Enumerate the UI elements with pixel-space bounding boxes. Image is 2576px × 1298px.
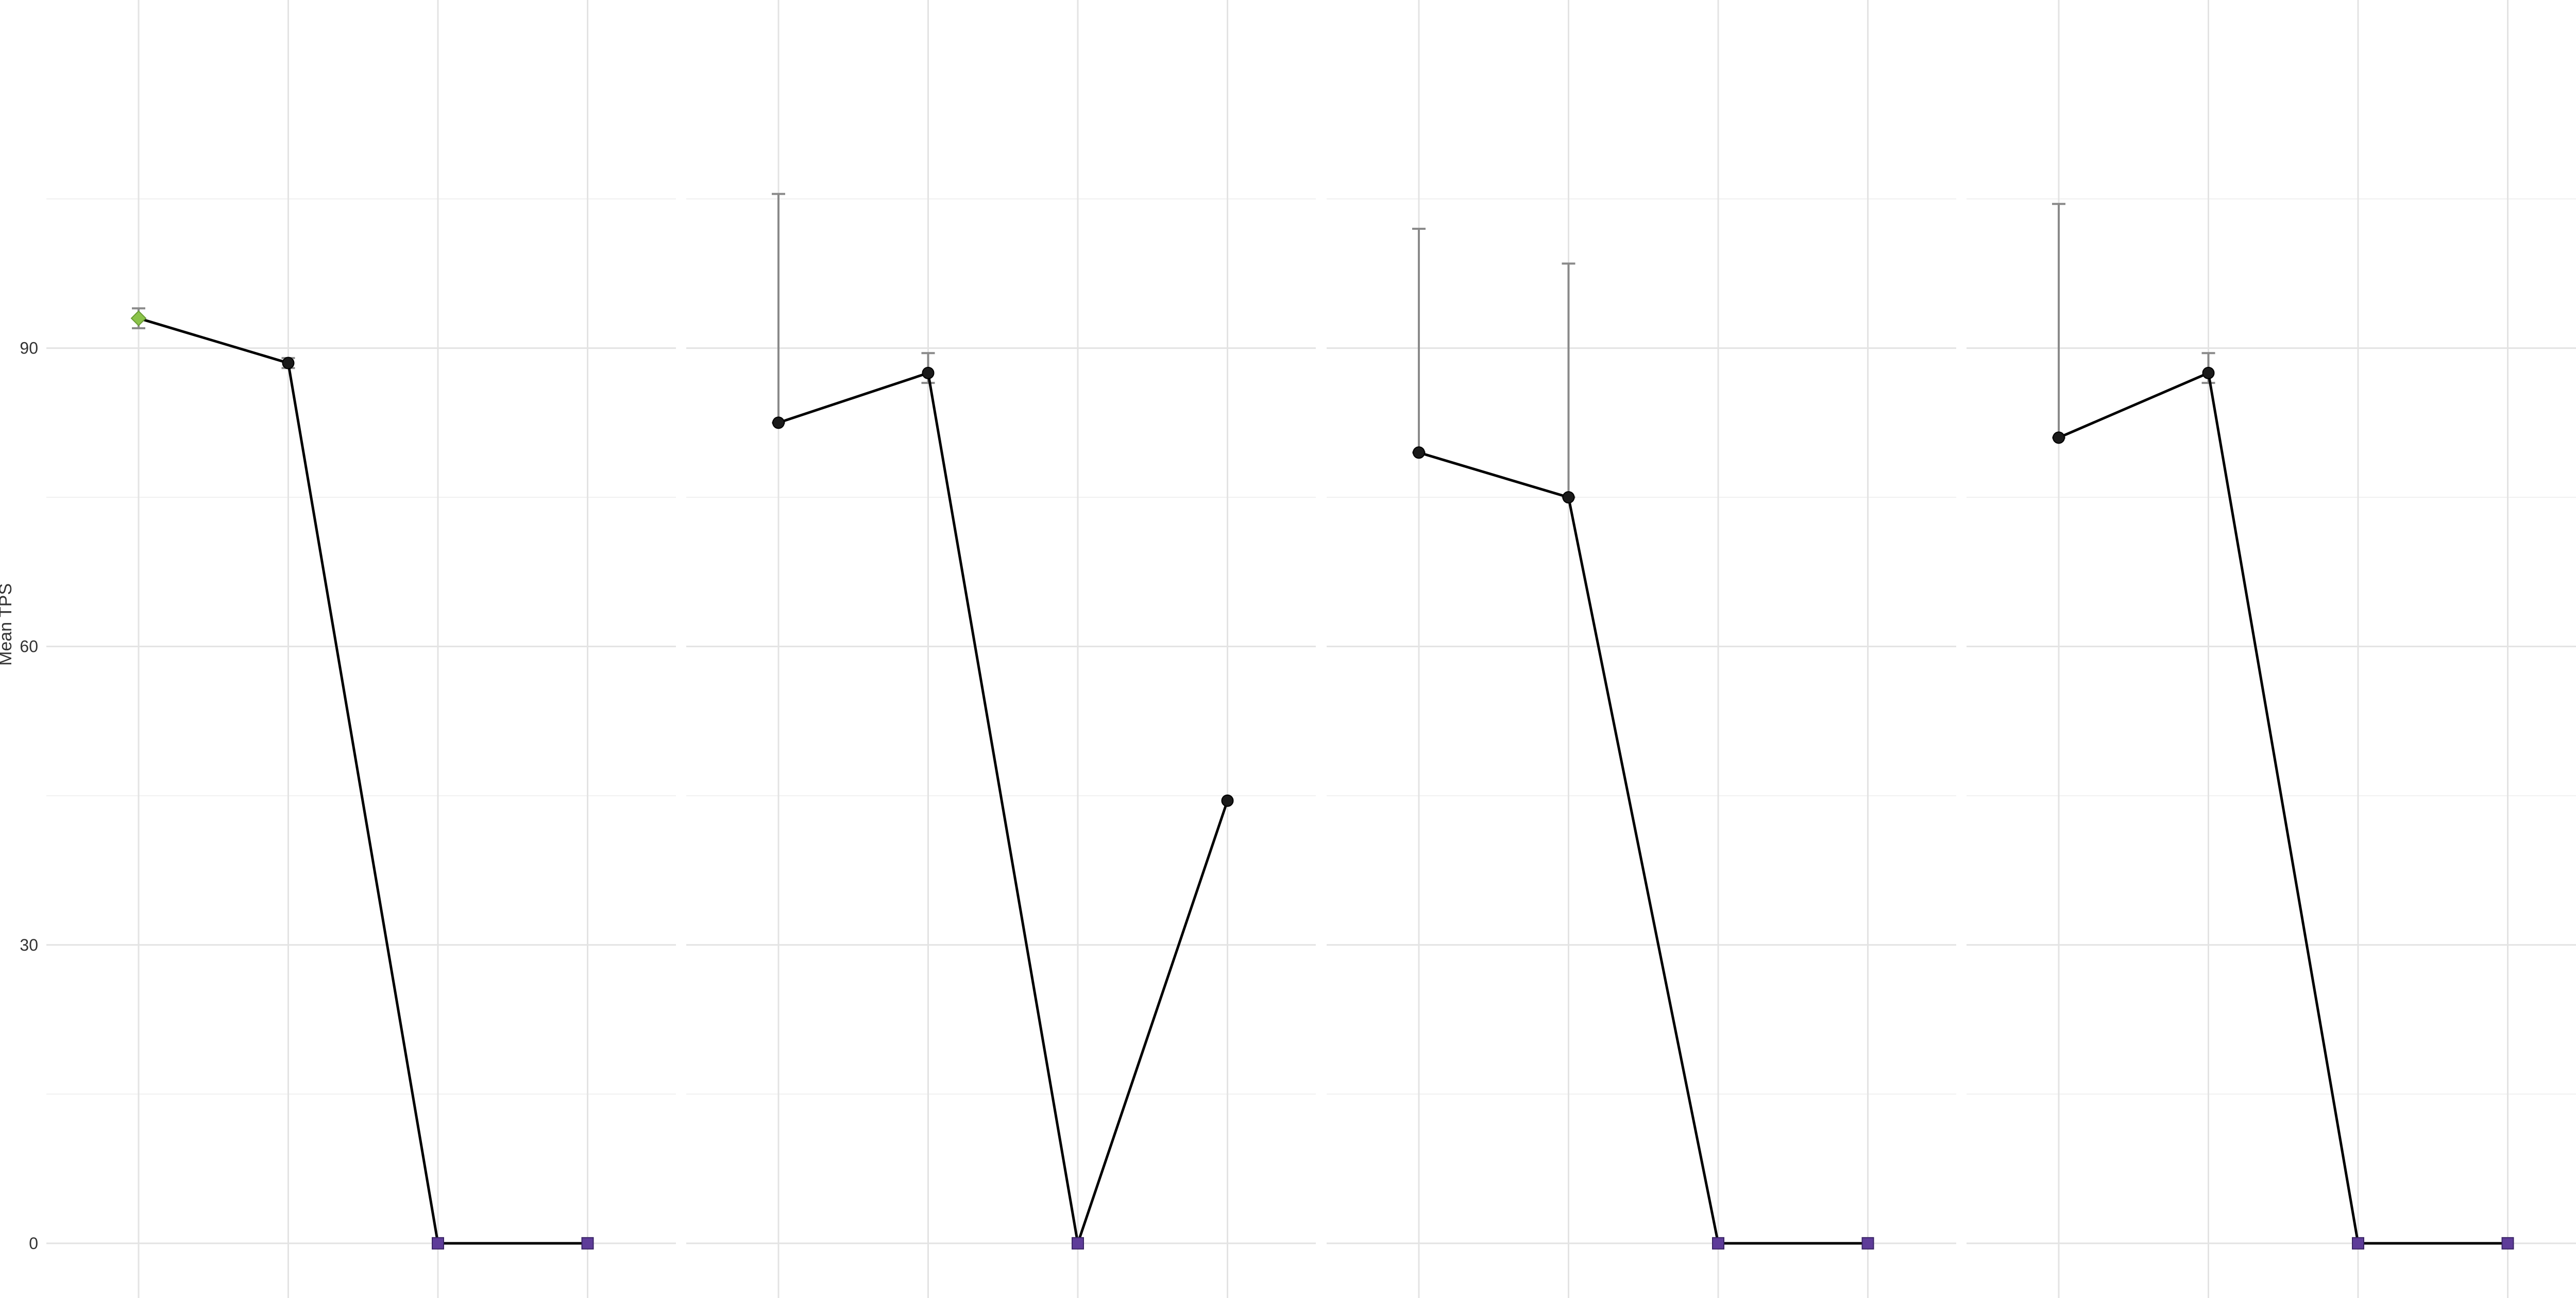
- series-line: [1418, 451, 1868, 1245]
- data-point-circle: [2053, 431, 2065, 444]
- series-line: [2058, 371, 2508, 1245]
- data-point-square: [1861, 1237, 1874, 1250]
- series-line: [138, 317, 588, 1245]
- data-point-circle: [922, 366, 935, 379]
- y-tick-label: 0: [29, 1234, 38, 1253]
- data-point-circle: [1221, 794, 1234, 807]
- facet-panel-1: [46, 0, 676, 1298]
- y-tick-label: 30: [20, 936, 38, 954]
- facet-panel-2: [686, 0, 1316, 1298]
- data-point-circle: [772, 416, 785, 429]
- panels-layer: [46, 0, 2576, 1298]
- y-axis-title: Mean TPS: [0, 583, 15, 666]
- y-tick-label: 60: [20, 637, 38, 656]
- facet-panel-3: [1327, 0, 1956, 1298]
- data-point-square: [581, 1237, 594, 1250]
- data-point-square: [2352, 1237, 2364, 1250]
- facet-panel-4: [1967, 0, 2576, 1298]
- data-point-circle: [1413, 446, 1425, 459]
- series-line: [778, 371, 1229, 1244]
- data-point-diamond: [130, 310, 147, 327]
- data-point-circle: [282, 357, 295, 369]
- y-tick-label: 90: [20, 339, 38, 358]
- data-point-square: [432, 1237, 444, 1250]
- data-point-square: [2501, 1237, 2514, 1250]
- data-point-circle: [1562, 491, 1575, 504]
- data-point-circle: [2202, 366, 2215, 379]
- data-point-square: [1712, 1237, 1724, 1250]
- data-point-square: [1072, 1237, 1084, 1250]
